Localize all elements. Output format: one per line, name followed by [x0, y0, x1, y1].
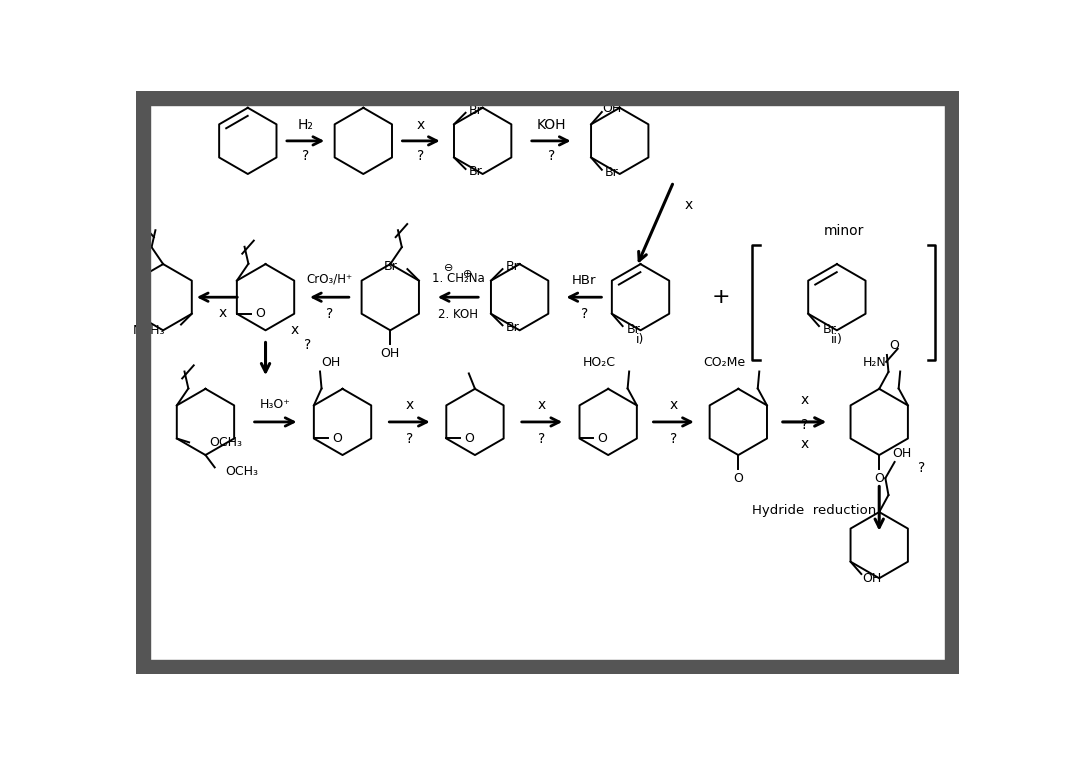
Text: ?: ?	[670, 432, 677, 446]
Text: ⊖: ⊖	[444, 263, 454, 273]
Text: ⊕: ⊕	[462, 269, 472, 279]
Text: ?: ?	[801, 418, 808, 432]
Text: x: x	[800, 394, 808, 407]
Text: Br: Br	[627, 322, 641, 335]
Text: x: x	[290, 322, 299, 337]
Text: O: O	[598, 432, 608, 445]
Text: ?: ?	[302, 149, 310, 164]
Text: ?: ?	[326, 307, 333, 321]
Text: minor: minor	[823, 224, 864, 238]
Text: O: O	[875, 472, 884, 484]
Text: x: x	[218, 306, 226, 319]
Text: x: x	[406, 398, 413, 412]
Text: ?: ?	[581, 307, 588, 321]
Text: H₂: H₂	[298, 119, 314, 132]
Text: ?: ?	[418, 149, 425, 164]
Text: ?: ?	[548, 149, 554, 164]
Text: x: x	[670, 398, 678, 412]
Text: OH: OH	[893, 447, 912, 460]
Text: ?: ?	[406, 432, 413, 446]
Bar	[137, 91, 959, 104]
Text: NCH₃: NCH₃	[132, 324, 164, 337]
Text: O: O	[465, 432, 474, 445]
Text: H₂N: H₂N	[863, 356, 886, 369]
Text: H₃O⁺: H₃O⁺	[261, 398, 290, 412]
Text: 2. KOH: 2. KOH	[438, 307, 478, 321]
Text: x: x	[538, 398, 546, 412]
Text: OH: OH	[863, 572, 882, 585]
Text: O: O	[734, 472, 743, 484]
Text: HO₂C: HO₂C	[582, 356, 615, 369]
Text: HBr: HBr	[572, 274, 597, 287]
Text: Br: Br	[505, 321, 519, 334]
Text: i): i)	[637, 333, 645, 346]
Bar	[137, 91, 150, 674]
Text: OH: OH	[602, 102, 622, 115]
Text: x: x	[800, 437, 808, 450]
Text: OH: OH	[321, 356, 341, 369]
Text: 1. CH₂Na: 1. CH₂Na	[431, 273, 485, 285]
Text: Br: Br	[822, 322, 836, 335]
Text: KOH: KOH	[536, 119, 566, 132]
Text: Br: Br	[505, 260, 519, 273]
Text: Br: Br	[469, 104, 483, 117]
Text: Br: Br	[383, 260, 397, 273]
Text: CrO₃/H⁺: CrO₃/H⁺	[307, 273, 352, 285]
Text: O: O	[255, 307, 265, 320]
Text: ?: ?	[538, 432, 546, 446]
Text: ?: ?	[304, 338, 312, 352]
Text: +: +	[712, 287, 731, 307]
Text: Hydride  reduction: Hydride reduction	[752, 504, 876, 517]
Text: x: x	[685, 198, 693, 212]
Text: x: x	[417, 119, 425, 132]
Bar	[945, 91, 958, 674]
Text: OCH₃: OCH₃	[209, 436, 242, 449]
Text: Br: Br	[469, 165, 483, 178]
Text: Br: Br	[604, 167, 618, 179]
Text: CO₂Me: CO₂Me	[704, 356, 745, 369]
Text: OH: OH	[380, 347, 399, 360]
Text: O: O	[890, 339, 899, 352]
Bar	[137, 660, 959, 674]
Text: O: O	[332, 432, 342, 445]
Text: ii): ii)	[831, 333, 843, 346]
Text: OCH₃: OCH₃	[225, 466, 258, 478]
Text: ?: ?	[917, 461, 925, 475]
